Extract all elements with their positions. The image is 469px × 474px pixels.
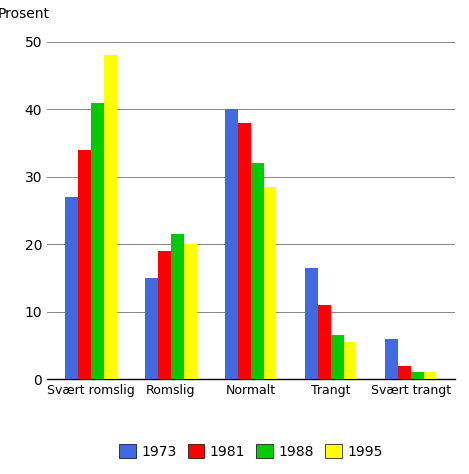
Bar	[78, 150, 91, 379]
Bar	[184, 244, 197, 379]
Bar	[145, 278, 158, 379]
Bar	[411, 373, 424, 379]
Bar	[225, 109, 238, 379]
Bar	[251, 164, 264, 379]
Bar	[104, 55, 117, 379]
Bar	[158, 251, 171, 379]
Bar	[318, 305, 331, 379]
Bar	[305, 268, 318, 379]
Bar	[264, 187, 277, 379]
Bar	[385, 339, 398, 379]
Bar	[331, 336, 344, 379]
Bar	[171, 234, 184, 379]
Legend: 1973, 1981, 1988, 1995: 1973, 1981, 1988, 1995	[113, 439, 388, 464]
Bar	[66, 197, 78, 379]
Bar	[238, 123, 251, 379]
Bar	[398, 366, 411, 379]
Bar	[424, 373, 436, 379]
Bar	[344, 342, 356, 379]
Text: Prosent: Prosent	[0, 8, 50, 21]
Bar	[91, 103, 104, 379]
